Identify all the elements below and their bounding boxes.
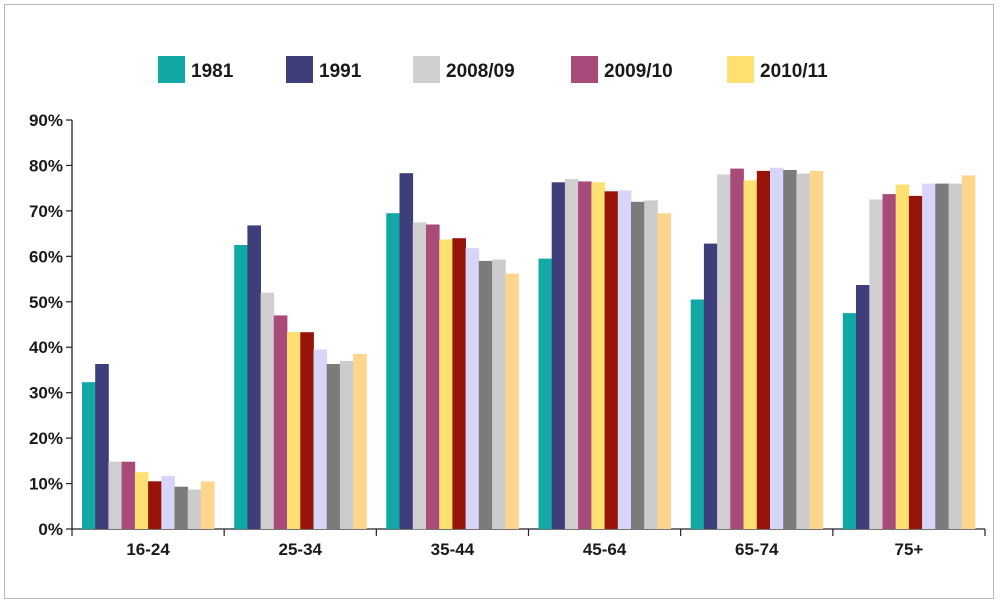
bar bbox=[895, 184, 910, 529]
bar bbox=[690, 299, 705, 529]
bar bbox=[948, 183, 963, 529]
bar bbox=[412, 222, 427, 530]
bar bbox=[743, 180, 758, 529]
bar bbox=[187, 489, 202, 529]
bar bbox=[631, 201, 645, 530]
legend-label: 2008/09 bbox=[446, 61, 515, 82]
y-tick-label: 0% bbox=[38, 520, 63, 539]
bar bbox=[386, 213, 400, 529]
bar bbox=[492, 259, 506, 529]
bar bbox=[564, 179, 579, 529]
y-tick-label: 20% bbox=[29, 429, 63, 448]
bar bbox=[439, 239, 453, 529]
legend-swatch bbox=[571, 56, 598, 83]
legend: 1981 1991 2008/09 2009/10 2010/11 bbox=[158, 56, 828, 83]
y-tick-label: 90% bbox=[29, 111, 63, 130]
bar bbox=[908, 195, 923, 529]
bar bbox=[339, 360, 354, 529]
bar bbox=[108, 461, 122, 529]
bar bbox=[273, 315, 288, 529]
bar bbox=[465, 248, 480, 529]
y-tick-label: 10% bbox=[29, 475, 63, 494]
legend-label: 1981 bbox=[191, 61, 234, 82]
legend-label: 2009/10 bbox=[604, 61, 673, 82]
axes: 0% 10% 20% 30% 40% 50% 60% 70% 80% 90% 16-24 25-34 3… bbox=[29, 111, 986, 559]
bar bbox=[426, 224, 440, 529]
legend-swatch bbox=[727, 56, 754, 83]
bar bbox=[882, 194, 897, 529]
bar bbox=[770, 167, 784, 529]
bar bbox=[200, 481, 215, 529]
category-label: 65-74 bbox=[735, 540, 779, 559]
bar bbox=[935, 183, 949, 529]
y-tick-label: 30% bbox=[29, 384, 63, 403]
bar bbox=[452, 238, 466, 529]
bar bbox=[161, 475, 175, 529]
bar bbox=[174, 486, 189, 529]
category-label: 75+ bbox=[894, 540, 923, 559]
bar bbox=[578, 181, 592, 529]
bar bbox=[869, 199, 883, 529]
bar bbox=[95, 364, 109, 529]
bar bbox=[300, 332, 314, 529]
bar bbox=[703, 243, 718, 529]
bar bbox=[604, 191, 619, 530]
bar bbox=[287, 332, 301, 529]
bar bbox=[657, 213, 672, 529]
bar bbox=[260, 292, 275, 529]
bar bbox=[478, 260, 493, 529]
bar bbox=[505, 273, 519, 529]
category-label: 25-34 bbox=[279, 540, 323, 559]
bar bbox=[644, 200, 658, 529]
legend-swatch bbox=[286, 56, 313, 83]
bar bbox=[591, 182, 605, 530]
legend-label: 1991 bbox=[319, 61, 362, 82]
category-label: 16-24 bbox=[126, 540, 170, 559]
category-label: 35-44 bbox=[431, 540, 475, 559]
bar bbox=[148, 481, 162, 529]
category-label: 45-64 bbox=[583, 540, 627, 559]
bar bbox=[783, 170, 797, 529]
y-tick-label: 50% bbox=[29, 293, 63, 312]
bar bbox=[551, 182, 566, 530]
bar bbox=[796, 173, 810, 529]
legend-swatch bbox=[158, 56, 185, 83]
legend-swatch bbox=[413, 56, 440, 83]
bar bbox=[538, 258, 553, 529]
bar bbox=[842, 313, 857, 529]
bars bbox=[82, 167, 976, 530]
bar bbox=[82, 382, 96, 529]
bar bbox=[121, 461, 136, 529]
bar bbox=[730, 168, 744, 529]
bar bbox=[856, 285, 870, 529]
bar bbox=[353, 354, 367, 529]
bar bbox=[617, 190, 632, 529]
bar bbox=[717, 174, 731, 529]
y-tick-label: 70% bbox=[29, 202, 63, 221]
y-tick-label: 80% bbox=[29, 156, 63, 175]
bar bbox=[756, 170, 771, 529]
bar bbox=[247, 225, 261, 529]
bar bbox=[961, 175, 976, 529]
y-tick-label: 40% bbox=[29, 338, 63, 357]
y-tick-label: 60% bbox=[29, 247, 63, 266]
bar bbox=[313, 349, 328, 529]
bar bbox=[134, 472, 149, 529]
bar bbox=[399, 173, 414, 529]
bar bbox=[326, 364, 341, 529]
bar bbox=[234, 245, 248, 529]
legend-label: 2010/11 bbox=[760, 61, 828, 82]
bar bbox=[922, 183, 936, 529]
bar bbox=[809, 170, 824, 529]
